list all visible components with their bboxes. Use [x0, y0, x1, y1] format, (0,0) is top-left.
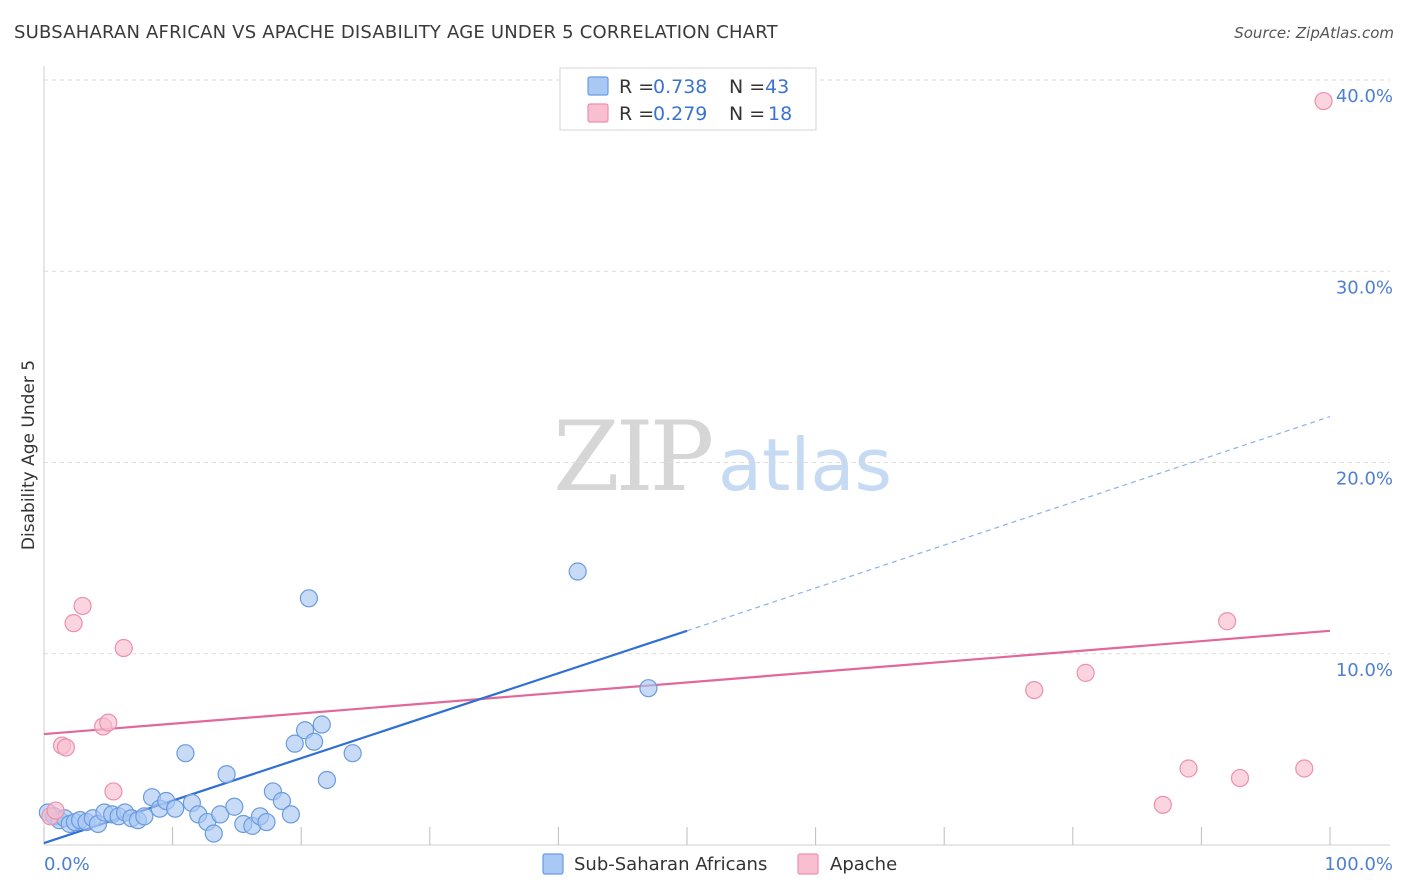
- series-legend-swatch-pink: [797, 853, 819, 875]
- series-legend-swatch-blue: [542, 853, 564, 875]
- point-sub-saharan: [176, 744, 195, 763]
- point-sub-saharan: [568, 562, 587, 581]
- x-tick-label-max: 100.0%: [1324, 854, 1393, 875]
- legend-n-value-2: 18: [768, 103, 792, 125]
- point-sub-saharan: [217, 765, 236, 784]
- trend-line-blue-projection: [686, 416, 1331, 632]
- point-sub-saharan: [272, 791, 292, 811]
- series-legend: Sub-Saharan Africans Apache: [542, 853, 897, 875]
- x-tick-label-min: 0.0%: [44, 854, 90, 875]
- trend-line-pink: [43, 629, 1331, 736]
- y-tick-label: 30.0%: [1336, 277, 1393, 298]
- point-apache: [1153, 795, 1172, 814]
- y-tick-label: 10.0%: [1336, 660, 1393, 681]
- svg-text:R = 0.279 N =: R = 0.279 N = 18: [619, 103, 792, 125]
- point-apache: [104, 782, 123, 801]
- point-apache: [46, 801, 65, 820]
- point-sub-saharan: [204, 824, 223, 843]
- point-sub-saharan: [304, 732, 324, 751]
- point-sub-saharan: [639, 679, 658, 698]
- grid-layer: [44, 79, 1390, 655]
- point-apache: [1230, 768, 1250, 788]
- stats-legend: R = 0.738 N = 43 R = 0.279 N = 18: [559, 67, 817, 131]
- point-sub-saharan: [281, 805, 301, 824]
- watermark-zip: ZIP: [553, 401, 712, 513]
- point-sub-saharan: [317, 770, 337, 790]
- point-sub-saharan: [225, 797, 244, 816]
- point-sub-saharan: [312, 715, 331, 734]
- point-apache: [56, 738, 75, 757]
- legend-r-label-2: R =: [619, 103, 654, 125]
- series-legend-label-pink: Apache: [830, 854, 897, 875]
- legend-swatch-blue: [587, 76, 609, 96]
- point-sub-saharan: [285, 734, 304, 753]
- legend-swatch-pink: [587, 103, 609, 123]
- point-apache: [99, 713, 118, 732]
- point-apache: [1314, 91, 1333, 111]
- point-sub-saharan: [211, 805, 230, 824]
- watermark-atlas: atlas: [718, 423, 892, 507]
- point-sub-saharan: [257, 812, 276, 832]
- y-tick-labels: 10.0% 20.0% 30.0% 40.0%: [1336, 86, 1393, 681]
- legend-r-value-2: 0.279: [653, 103, 707, 125]
- point-apache: [1025, 680, 1044, 700]
- y-tick-label: 20.0%: [1336, 469, 1393, 490]
- svg-text:R = 0.738 N =: R = 0.738 N = 43: [619, 76, 789, 98]
- point-sub-saharan: [343, 744, 362, 763]
- legend-n-label-2: N =: [729, 103, 765, 125]
- series-legend-label-blue: Sub-Saharan Africans: [574, 854, 767, 875]
- legend-n-value-1: 43: [765, 76, 789, 98]
- point-apache: [1218, 612, 1237, 631]
- point-sub-saharan: [135, 807, 154, 826]
- point-apache: [114, 638, 133, 658]
- point-apache: [64, 614, 83, 633]
- point-layer: [38, 91, 1333, 843]
- axis-layer: [43, 66, 1390, 846]
- legend-r-value-1: 0.738: [653, 76, 707, 98]
- point-apache: [1179, 759, 1198, 778]
- chart-title: SUBSAHARAN AFRICAN VS APACHE DISABILITY …: [14, 22, 778, 43]
- y-axis-label: Disability Age Under 5: [19, 360, 39, 550]
- legend-r-label-1: R =: [619, 76, 654, 98]
- source-label: Source: ZipAtlas.com: [1234, 24, 1394, 42]
- point-apache: [1076, 663, 1095, 682]
- point-sub-saharan: [299, 589, 319, 608]
- point-sub-saharan: [166, 799, 185, 818]
- legend-n-label-1: N =: [729, 76, 765, 98]
- point-apache: [73, 596, 92, 616]
- point-apache: [1295, 759, 1314, 778]
- y-tick-label: 40.0%: [1336, 86, 1393, 107]
